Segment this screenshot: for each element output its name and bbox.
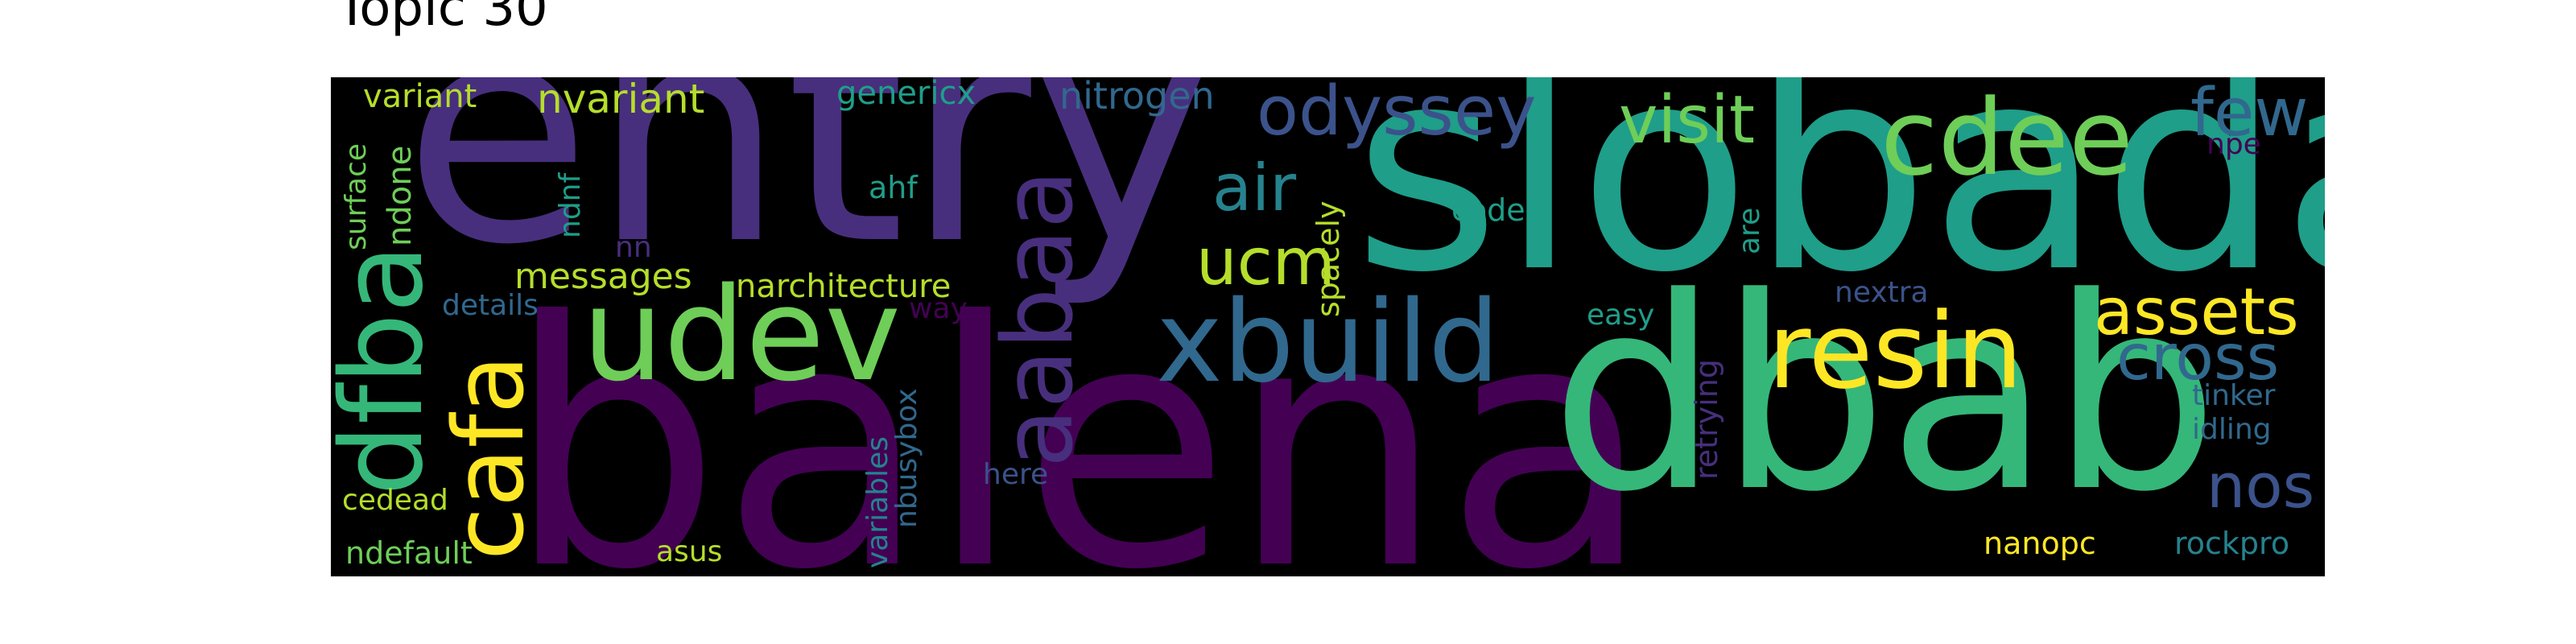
word-ndefault: ndefault — [345, 535, 473, 571]
figure-title: Topic 30 — [336, 0, 548, 38]
word-details: details — [442, 289, 539, 322]
word-entry: entry — [403, 77, 1212, 312]
word-nitrogen: nitrogen — [1059, 77, 1215, 118]
word-ahf: ahf — [869, 170, 918, 205]
word-messages: messages — [514, 256, 692, 297]
word-cloud: balena entry slobada dbab udev xbuild re… — [331, 77, 2325, 576]
word-nn: nn — [615, 231, 652, 264]
word-are: are — [1733, 207, 1766, 254]
word-assets: assets — [2094, 275, 2299, 349]
word-variant: variant — [363, 78, 477, 115]
word-air: air — [1212, 151, 1297, 225]
word-udev: udev — [582, 259, 902, 410]
word-balena: balena — [506, 250, 1652, 577]
word-xbuild: xbuild — [1156, 277, 1501, 408]
word-dfba: dfba — [331, 244, 448, 496]
word-asus: asus — [656, 535, 723, 568]
word-ndone: ndone — [382, 145, 419, 246]
word-here: here — [983, 458, 1049, 491]
word-rockpro: rockpro — [2174, 526, 2290, 561]
word-cedead: cedead — [342, 484, 448, 517]
word-way: way — [909, 292, 968, 325]
word-visit: visit — [1619, 82, 1755, 159]
word-resin: resin — [1768, 290, 2023, 412]
word-npe: npe — [2207, 128, 2261, 161]
word-nvariant: nvariant — [537, 77, 705, 122]
word-variables: variables — [861, 436, 894, 568]
word-nbusybox: nbusybox — [890, 388, 923, 528]
word-ndnf: ndnf — [554, 172, 587, 238]
word-genericx: genericx — [836, 77, 976, 112]
word-surface: surface — [340, 142, 373, 250]
word-spacely: spacely — [1311, 200, 1346, 317]
word-nextra: nextra — [1835, 276, 1929, 309]
word-code: code — [1451, 192, 1525, 228]
word-odyssey: odyssey — [1257, 77, 1537, 151]
word-aabaa: aabaa — [983, 169, 1095, 468]
word-narchitecture: narchitecture — [736, 268, 952, 305]
word-retrying: retrying — [1689, 359, 1724, 480]
word-easy: easy — [1587, 299, 1655, 332]
word-cdee: cdee — [1880, 77, 2133, 199]
word-ucm: ucm — [1196, 225, 1335, 299]
word-cafa: cafa — [434, 354, 546, 560]
word-idling: idling — [2192, 413, 2272, 446]
word-dbab: dbab — [1550, 241, 2219, 550]
word-nanopc: nanopc — [1984, 526, 2096, 561]
word-cross: cross — [2116, 322, 2280, 394]
word-nos: nos — [2207, 450, 2315, 522]
word-slobada: slobada — [1353, 77, 2325, 334]
word-few: few — [2190, 77, 2309, 151]
word-tinker: tinker — [2192, 379, 2276, 412]
